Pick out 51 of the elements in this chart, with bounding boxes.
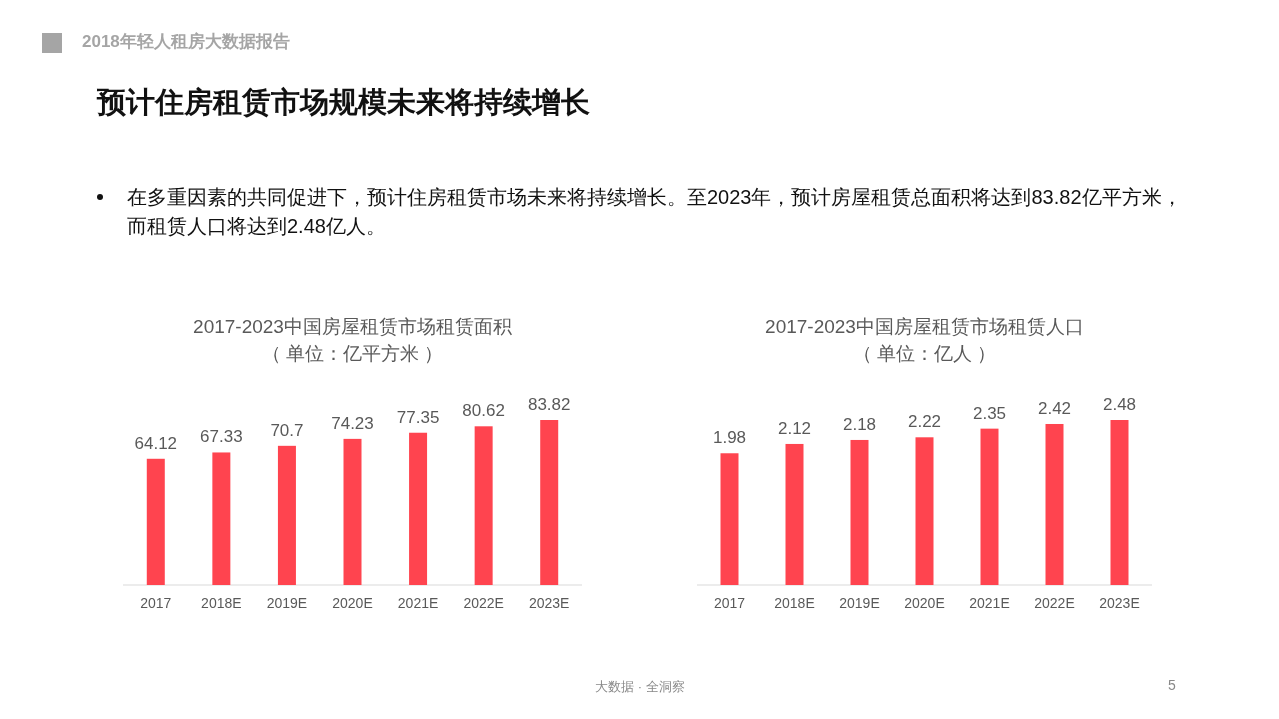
- x-tick-label: 2019E: [839, 595, 880, 611]
- x-tick-label: 2019E: [266, 595, 308, 611]
- x-tick-label: 2022E: [1034, 595, 1075, 611]
- x-tick-label: 2023E: [1099, 595, 1140, 611]
- x-tick-label: 2018E: [201, 595, 242, 611]
- bar: [915, 437, 934, 585]
- data-label: 83.82: [527, 395, 571, 414]
- data-label: 2.35: [972, 403, 1007, 423]
- bar: [980, 428, 999, 585]
- bar: [540, 420, 559, 585]
- bar: [343, 438, 362, 585]
- bar: [1110, 420, 1129, 585]
- text: 在多重因素的共同促进下，预计住房租赁市场未来将持续增长。至2023年，预计房屋租赁总面积将达到83.82亿平方米，而租赁人口将达到2.48亿人。: [127, 185, 1183, 239]
- data-label: 77.35: [396, 407, 440, 427]
- bar: [720, 453, 739, 585]
- bar: [474, 426, 493, 585]
- x-tick-label: 2017: [713, 595, 746, 611]
- data-label: 2.42: [1037, 398, 1072, 418]
- bar: [212, 452, 231, 585]
- x-tick-label: 2017: [140, 595, 172, 611]
- text: 2018年轻人租房大数据报告: [82, 31, 290, 53]
- bar: [1045, 423, 1064, 585]
- x-tick-label: 2023E: [528, 595, 570, 611]
- bar: [850, 439, 869, 585]
- x-tick-label: 2021E: [969, 595, 1010, 611]
- x-tick-label: 2022E: [463, 595, 504, 611]
- chart-title: 2017-2023中国房屋租赁市场租赁面积: [193, 316, 512, 337]
- x-tick-label: 2021E: [397, 595, 439, 611]
- data-label: 2.22: [907, 412, 942, 432]
- bar: [409, 432, 428, 585]
- data-label: 70.7: [270, 420, 304, 440]
- x-tick-label: 2018E: [774, 595, 815, 611]
- chart-subtitle: （ 单位：亿人 ）: [852, 343, 997, 364]
- bar: [277, 445, 296, 585]
- data-label: 2.18: [842, 414, 877, 434]
- text: 大数据 · 全洞察: [594, 678, 686, 696]
- x-tick-label: 2020E: [904, 595, 945, 611]
- x-tick-label: 2020E: [332, 595, 373, 611]
- chart-subtitle: （ 单位：亿平方米 ）: [261, 343, 444, 364]
- data-label: 64.12: [134, 433, 178, 453]
- data-label: 1.98: [712, 428, 747, 448]
- data-label: 2.12: [777, 418, 812, 438]
- text: 5: [1168, 677, 1176, 693]
- data-label: 67.33: [200, 427, 243, 447]
- data-label: 74.23: [331, 413, 374, 433]
- data-label: 80.62: [462, 401, 505, 421]
- bar: [785, 443, 804, 585]
- chart-title: 2017-2023中国房屋租赁市场租赁人口: [765, 316, 1084, 337]
- text: 预计住房租赁市场规模未来将持续增长: [97, 85, 590, 120]
- data-label: 2.48: [1102, 395, 1137, 414]
- bar: [146, 458, 165, 585]
